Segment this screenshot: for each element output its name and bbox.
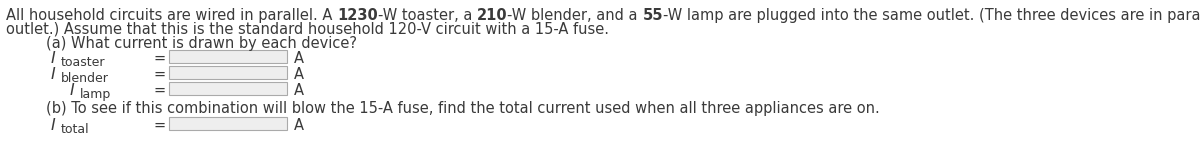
Text: -W toaster, a: -W toaster, a xyxy=(378,8,476,23)
Text: -W blender, and a: -W blender, and a xyxy=(508,8,642,23)
FancyBboxPatch shape xyxy=(169,50,287,63)
Text: I: I xyxy=(50,67,55,82)
Text: (b) To see if this combination will blow the 15-A fuse, find the total current u: (b) To see if this combination will blow… xyxy=(46,101,880,116)
Text: =: = xyxy=(154,51,166,66)
FancyBboxPatch shape xyxy=(169,117,287,130)
Text: A: A xyxy=(294,51,304,66)
Text: 55: 55 xyxy=(642,8,662,23)
Text: blender: blender xyxy=(60,72,108,85)
Text: =: = xyxy=(154,118,166,133)
FancyBboxPatch shape xyxy=(169,66,287,79)
Text: 1230: 1230 xyxy=(337,8,378,23)
Text: I: I xyxy=(70,83,74,98)
Text: A: A xyxy=(294,118,304,133)
Text: =: = xyxy=(154,67,166,82)
Text: I: I xyxy=(50,51,55,66)
Text: All household circuits are wired in parallel. A: All household circuits are wired in para… xyxy=(6,8,337,23)
Text: lamp: lamp xyxy=(79,88,110,101)
Text: total: total xyxy=(60,123,89,136)
Text: A: A xyxy=(294,67,304,82)
Text: (a) What current is drawn by each device?: (a) What current is drawn by each device… xyxy=(46,36,356,51)
Text: 210: 210 xyxy=(476,8,508,23)
Text: outlet.) Assume that this is the standard household 120-V circuit with a 15-A fu: outlet.) Assume that this is the standar… xyxy=(6,22,610,37)
Text: =: = xyxy=(154,83,166,98)
Text: toaster: toaster xyxy=(60,56,104,69)
Text: A: A xyxy=(294,83,304,98)
Text: I: I xyxy=(50,118,55,133)
FancyBboxPatch shape xyxy=(169,82,287,95)
Text: -W lamp are plugged into the same outlet. (The three devices are in parallel whe: -W lamp are plugged into the same outlet… xyxy=(662,8,1200,23)
